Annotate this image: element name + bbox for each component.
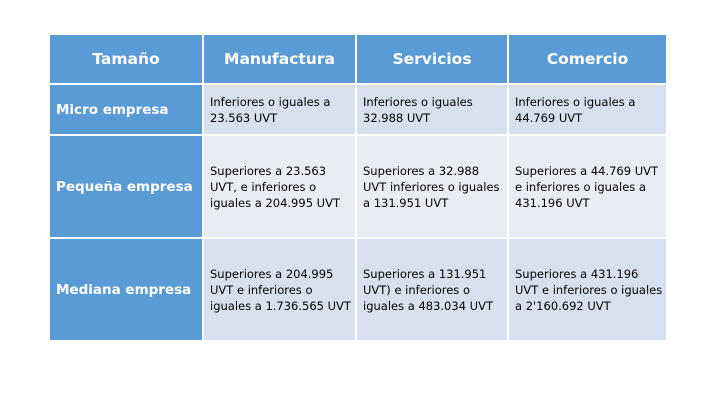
cell-pequena-manufactura: Superiores a 23.563 UVT, e inferiores o … (202, 134, 357, 239)
row-label-mediana-empresa: Mediana empresa (48, 237, 204, 342)
table-row-mediana-empresa: Mediana empresa Superiores a 204.995 UVT… (48, 237, 668, 342)
column-header-manufactura: Manufactura (202, 33, 357, 85)
table-row-micro-empresa: Micro empresa Inferiores o iguales a 23.… (48, 83, 668, 136)
column-header-tamano: Tamaño (48, 33, 204, 85)
cell-mediana-servicios: Superiores a 131.951 UVT) e inferiores o… (355, 237, 509, 342)
row-label-pequena-empresa: Pequeña empresa (48, 134, 204, 239)
column-header-comercio: Comercio (507, 33, 668, 85)
cell-pequena-comercio: Superiores a 44.769 UVT e inferiores o i… (507, 134, 668, 239)
cell-mediana-manufactura: Superiores a 204.995 UVT e inferiores o … (202, 237, 357, 342)
cell-micro-comercio: Inferiores o iguales a 44.769 UVT (507, 83, 668, 136)
row-label-micro-empresa: Micro empresa (48, 83, 204, 136)
uvt-size-classification-table: Tamaño Manufactura Servicios Comercio Mi… (48, 33, 668, 342)
header-row: Tamaño Manufactura Servicios Comercio (48, 33, 668, 85)
cell-pequena-servicios: Superiores a 32.988 UVT inferiores o igu… (355, 134, 509, 239)
cell-micro-servicios: Inferiores o iguales 32.988 UVT (355, 83, 509, 136)
cell-micro-manufactura: Inferiores o iguales a 23.563 UVT (202, 83, 357, 136)
table-row-pequena-empresa: Pequeña empresa Superiores a 23.563 UVT,… (48, 134, 668, 239)
cell-mediana-comercio: Superiores a 431.196 UVT e inferiores o … (507, 237, 668, 342)
column-header-servicios: Servicios (355, 33, 509, 85)
